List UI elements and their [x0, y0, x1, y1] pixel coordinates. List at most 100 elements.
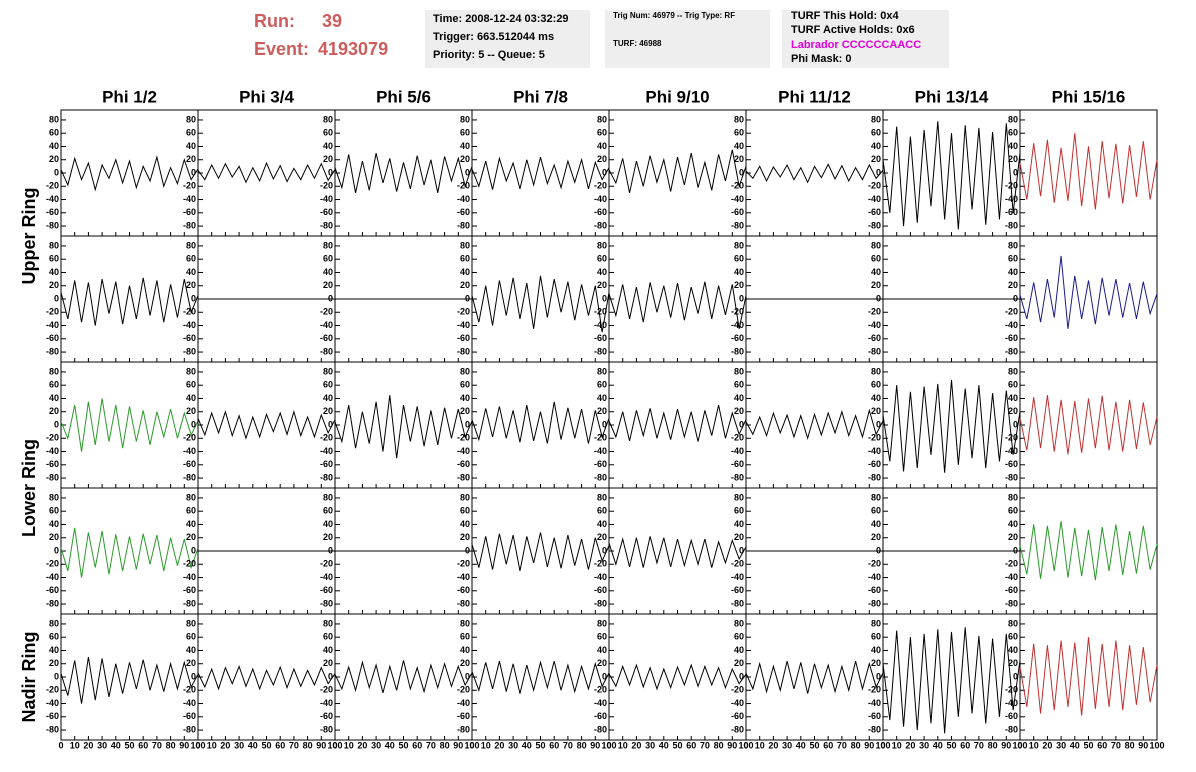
y-tick-label: 20: [597, 154, 607, 164]
y-tick-label: -20: [1005, 685, 1018, 695]
y-tick-label: -40: [594, 194, 607, 204]
y-tick-label: -20: [868, 181, 881, 191]
y-tick-label: 80: [871, 114, 881, 124]
y-tick-label: 40: [323, 645, 333, 655]
y-tick-label: 80: [1008, 492, 1018, 502]
column-label: Phi 9/10: [645, 87, 709, 106]
y-tick-label: 60: [597, 380, 607, 390]
y-tick-label: -40: [594, 446, 607, 456]
y-tick-label: -60: [868, 207, 881, 217]
y-tick-label: -60: [457, 711, 470, 721]
y-tick-label: -20: [320, 559, 333, 569]
y-tick-label: 20: [460, 532, 470, 542]
event-label: Event:: [254, 39, 309, 59]
y-tick-label: 60: [734, 506, 744, 516]
y-tick-label: -20: [868, 685, 881, 695]
y-tick-label: -20: [46, 433, 59, 443]
waveform: [608, 281, 747, 329]
info-text: TURF This Hold: 0x4: [791, 10, 899, 22]
y-tick-label: 60: [186, 254, 196, 264]
y-tick-label: 60: [460, 506, 470, 516]
x-tick-label: 30: [645, 740, 655, 750]
y-tick-label: -40: [320, 194, 333, 204]
y-tick-label: -80: [868, 598, 881, 608]
info-text: Phi Mask: 0: [791, 53, 852, 65]
y-tick-label: 20: [1008, 280, 1018, 290]
y-tick-label: 0: [54, 419, 59, 429]
y-tick-label: 40: [460, 519, 470, 529]
y-tick-label: 60: [871, 380, 881, 390]
waveform: [334, 395, 473, 459]
waveform: [882, 627, 1021, 734]
y-tick-label: 0: [739, 545, 744, 555]
y-tick-label: 0: [602, 167, 607, 177]
y-tick-label: 80: [460, 618, 470, 628]
y-tick-label: -60: [731, 207, 744, 217]
panel-frame: [1019, 235, 1158, 363]
x-tick-label: 80: [440, 740, 450, 750]
y-tick-label: -80: [183, 220, 196, 230]
y-tick-label: 40: [49, 141, 59, 151]
waveform: [608, 536, 747, 568]
y-tick-label: 0: [54, 167, 59, 177]
y-tick-label: -20: [1005, 181, 1018, 191]
y-tick-label: -40: [1005, 572, 1018, 582]
x-tick-label: 100: [601, 740, 616, 750]
y-tick-label: -40: [46, 572, 59, 582]
x-tick-label: 30: [371, 740, 381, 750]
y-tick-label: 20: [734, 532, 744, 542]
x-tick-label: 20: [83, 740, 93, 750]
y-tick-label: -60: [183, 585, 196, 595]
y-tick-label: 0: [1013, 293, 1018, 303]
y-tick-label: 40: [1008, 645, 1018, 655]
panel-frame: [471, 235, 610, 363]
y-tick-label: 40: [186, 519, 196, 529]
y-tick-label: -60: [1005, 711, 1018, 721]
y-tick-label: 20: [323, 154, 333, 164]
y-tick-label: 0: [876, 167, 881, 177]
info-box: [425, 10, 590, 68]
waveform: [60, 155, 199, 192]
x-tick-label: 70: [563, 740, 573, 750]
y-tick-label: -40: [868, 194, 881, 204]
x-tick-label: 10: [70, 740, 80, 750]
waveform: [1019, 133, 1158, 210]
y-tick-label: -40: [320, 446, 333, 456]
y-tick-label: 80: [323, 492, 333, 502]
x-tick-label: 0: [606, 740, 611, 750]
x-tick-label: 20: [1042, 740, 1052, 750]
y-tick-label: 0: [191, 545, 196, 555]
y-tick-label: 60: [323, 506, 333, 516]
waveform: [60, 657, 199, 704]
y-tick-label: -20: [457, 559, 470, 569]
y-tick-label: 40: [186, 141, 196, 151]
y-tick-label: 0: [328, 671, 333, 681]
y-tick-label: 20: [597, 280, 607, 290]
y-tick-label: 20: [871, 532, 881, 542]
row-label: Upper Ring: [19, 188, 39, 285]
y-tick-label: 60: [734, 632, 744, 642]
y-tick-label: -20: [457, 433, 470, 443]
y-tick-label: -80: [1005, 598, 1018, 608]
y-tick-label: 20: [460, 406, 470, 416]
x-tick-label: 60: [686, 740, 696, 750]
waveform: [1019, 521, 1158, 581]
y-tick-label: 80: [871, 240, 881, 250]
y-tick-label: -60: [868, 333, 881, 343]
x-tick-label: 20: [220, 740, 230, 750]
panel-frame: [334, 361, 473, 489]
y-tick-label: 0: [1013, 671, 1018, 681]
y-tick-label: -80: [46, 220, 59, 230]
y-tick-label: -20: [731, 181, 744, 191]
y-tick-label: -60: [594, 207, 607, 217]
panel-frame: [197, 109, 336, 237]
x-tick-label: 50: [261, 740, 271, 750]
y-tick-label: -40: [457, 194, 470, 204]
y-tick-label: 20: [734, 154, 744, 164]
y-tick-label: 20: [186, 532, 196, 542]
x-tick-label: 70: [700, 740, 710, 750]
y-tick-label: -80: [46, 724, 59, 734]
info-text: TURF Active Holds: 0x6: [791, 24, 915, 36]
y-tick-label: 20: [186, 658, 196, 668]
y-tick-label: 80: [1008, 240, 1018, 250]
